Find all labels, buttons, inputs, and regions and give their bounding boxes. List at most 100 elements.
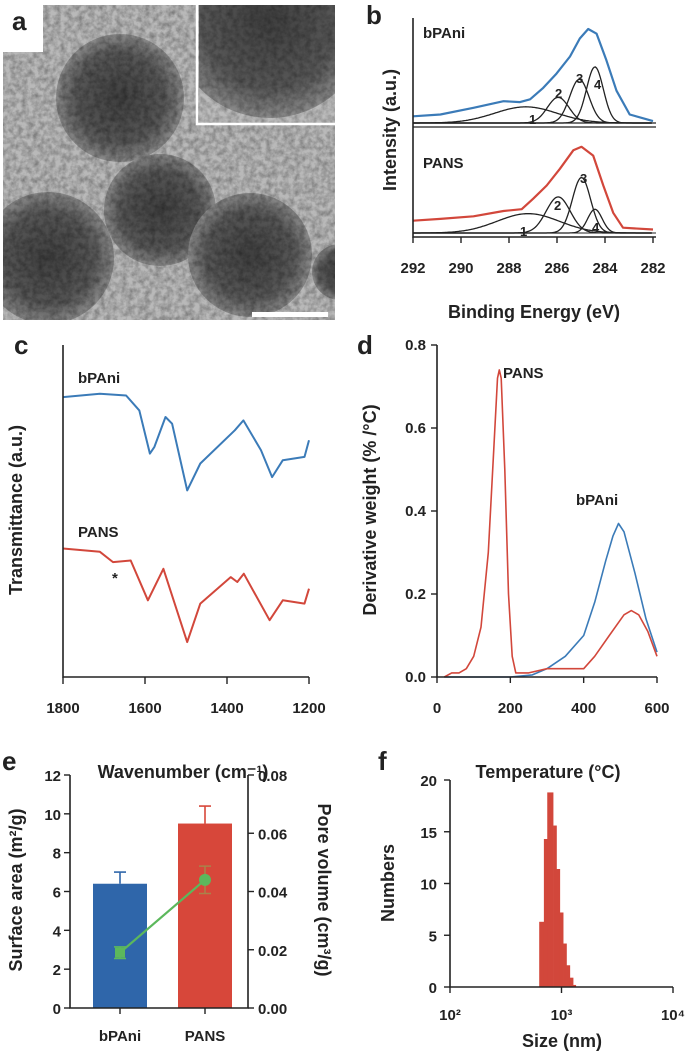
xps-plot <box>412 27 654 234</box>
f-histogram-bar <box>573 984 577 987</box>
c-y-axis-title: Transmittance (a.u.) <box>6 425 26 595</box>
d-series-bPAni <box>444 522 658 678</box>
inset-border <box>195 5 335 126</box>
e-y-tick-label: 2 <box>53 962 61 979</box>
d-x-tick-label: 200 <box>498 700 523 717</box>
f-y-tick-label: 15 <box>420 825 437 842</box>
f-y-tick-label: 10 <box>420 877 437 894</box>
b-x-tick-label: 288 <box>496 260 521 277</box>
d-axes <box>436 345 657 678</box>
e-category-label: PANS <box>185 1028 226 1045</box>
ftir-plot <box>62 392 310 644</box>
b-label-pans: PANS <box>423 155 464 172</box>
f-histogram-bar <box>547 792 554 987</box>
f-y-tick-label: 20 <box>420 773 437 790</box>
b-peak-label: 3 <box>580 171 587 186</box>
c-x-axis-title: Wavenumber (cm⁻¹) <box>98 762 269 782</box>
e-y-tick-label: 0 <box>53 1001 61 1018</box>
e-y2-tick-label: 0.04 <box>258 885 288 902</box>
c-x-tick-label: 1800 <box>46 700 79 717</box>
dtg-plot <box>443 369 658 678</box>
c-series-PANS <box>62 547 310 644</box>
f-x-tick-label: 10³ <box>551 1007 573 1024</box>
d-y-tick-label: 0.8 <box>405 337 426 354</box>
c-x-tick-label: 1400 <box>210 700 243 717</box>
b-x-tick-label: 284 <box>592 260 618 277</box>
b-label-bpani: bPAni <box>423 25 465 42</box>
b-fit-component-2 <box>413 196 652 234</box>
b-peak-label: 4 <box>592 220 600 235</box>
b-peak-label: 1 <box>520 224 527 239</box>
b-peak-label: 2 <box>555 86 562 101</box>
f-histogram-bar <box>559 912 564 987</box>
panel-label-e: e <box>2 746 16 776</box>
f-histogram-bar <box>566 965 571 987</box>
f-histogram-bar <box>539 921 545 987</box>
f-histogram-bar <box>543 838 548 987</box>
d-x-axis-title: Temperature (°C) <box>476 762 621 782</box>
f-x-tick-label: 10² <box>439 1007 461 1024</box>
e-category-label: bPAni <box>99 1028 141 1045</box>
d-label-pans: PANS <box>503 365 544 382</box>
b-x-axis-title: Binding Energy (eV) <box>448 302 620 322</box>
f-histogram-bar <box>553 825 557 987</box>
e-y2-tick-label: 0.02 <box>258 943 287 960</box>
e-bar-bPAni <box>93 883 147 1008</box>
d-y-tick-label: 0.0 <box>405 669 426 686</box>
size-distribution-plot <box>539 792 577 987</box>
e-y-tick-label: 12 <box>44 768 61 785</box>
d-x-tick-label: 0 <box>433 700 441 717</box>
e-y2-tick-label: 0.08 <box>258 768 287 785</box>
surface-area-plot <box>93 805 232 1014</box>
e-pore-volume-marker-bPAni <box>115 947 125 958</box>
panel-label-d: d <box>357 330 373 360</box>
panel-a-label-box <box>0 0 43 52</box>
panel-a-tem-image <box>3 5 335 320</box>
e-y-tick-label: 8 <box>53 846 61 863</box>
f-histogram-bar <box>556 869 561 987</box>
f-histogram-bar <box>569 977 574 987</box>
b-envelope-bPAni <box>412 27 654 123</box>
c-label-bpani: bPAni <box>78 370 120 387</box>
c-annotation-star: * <box>112 570 118 587</box>
c-series-bPAni <box>62 392 310 492</box>
d-label-bpani: bPAni <box>576 492 618 509</box>
b-y-axis-title: Intensity (a.u.) <box>380 69 400 191</box>
panel-label-f: f <box>378 746 387 776</box>
d-y-tick-label: 0.2 <box>405 586 426 603</box>
b-x-tick-label: 282 <box>640 260 665 277</box>
c-x-tick-label: 1200 <box>292 700 325 717</box>
panel-label-c: c <box>14 330 28 360</box>
panel-label-b: b <box>366 0 382 30</box>
d-y-tick-label: 0.4 <box>405 503 427 520</box>
e-bar-PANS <box>178 823 232 1008</box>
d-y-tick-label: 0.6 <box>405 420 426 437</box>
d-x-tick-label: 600 <box>644 700 669 717</box>
e-y-axis-title: Surface area (m²/g) <box>6 808 26 971</box>
f-x-tick-label: 10⁴ <box>661 1007 685 1024</box>
b-x-tick-label: 286 <box>544 260 569 277</box>
e-y2-tick-label: 0.00 <box>258 1001 287 1018</box>
e-y2-axis-title: Pore volume (cm³/g) <box>314 803 334 976</box>
c-x-tick-label: 1600 <box>128 700 161 717</box>
b-x-tick-label: 290 <box>448 260 473 277</box>
e-pore-volume-line <box>119 879 206 954</box>
e-y-tick-label: 4 <box>53 923 62 940</box>
b-fit-component-3 <box>413 176 652 234</box>
f-x-axis-title: Size (nm) <box>522 1031 602 1051</box>
scale-bar <box>252 312 328 317</box>
e-y2-tick-label: 0.06 <box>258 826 287 843</box>
b-peak-label: 4 <box>594 77 602 92</box>
b-x-tick-label: 292 <box>400 260 425 277</box>
f-y-axis-title: Numbers <box>378 844 398 922</box>
d-y-axis-title: Derivative weight (% /°C) <box>360 404 380 615</box>
e-y-tick-label: 6 <box>53 885 61 902</box>
e-y-tick-label: 10 <box>44 807 61 824</box>
f-y-tick-label: 5 <box>429 928 437 945</box>
d-x-tick-label: 400 <box>571 700 596 717</box>
f-y-tick-label: 0 <box>429 980 437 997</box>
f-histogram-bar <box>563 943 567 987</box>
e-pore-volume-marker-PANS <box>199 873 211 886</box>
